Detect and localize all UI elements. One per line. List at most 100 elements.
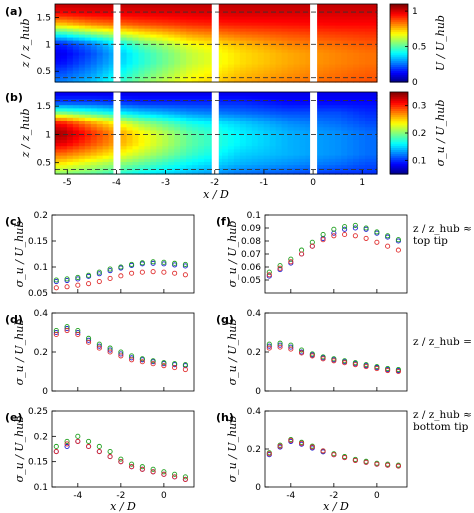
heatmap-cell xyxy=(102,110,110,115)
heatmap-cell xyxy=(281,40,289,44)
heatmap-cell xyxy=(287,142,295,147)
heatmap-cell xyxy=(251,70,259,74)
heatmap-cell xyxy=(359,136,366,140)
heatmap-cell xyxy=(275,43,283,47)
data-point xyxy=(150,358,156,364)
heatmap-cell xyxy=(221,19,229,23)
heatmap-cell xyxy=(341,120,348,125)
heatmap-cell xyxy=(245,52,253,56)
heatmap-cell xyxy=(192,148,199,153)
heatmap-cell xyxy=(204,107,211,112)
heatmap-cell xyxy=(275,95,283,99)
heatmap-cell xyxy=(216,37,223,41)
heatmap-cell xyxy=(102,158,110,162)
heatmap-cell xyxy=(78,145,86,150)
heatmap-cell xyxy=(186,98,193,103)
heatmap-cell xyxy=(216,40,223,44)
heatmap-cell xyxy=(305,70,312,74)
heatmap-cell xyxy=(192,70,199,74)
data-point xyxy=(118,459,124,465)
heatmap-cell xyxy=(66,129,74,134)
heatmap-cell xyxy=(269,151,277,156)
heatmap-cell xyxy=(150,55,157,59)
heatmap-cell xyxy=(281,22,289,26)
heatmap-cell xyxy=(168,123,175,128)
heatmap-cell xyxy=(55,46,62,50)
colorbar-cell xyxy=(390,161,408,165)
heatmap-cell xyxy=(329,13,336,17)
heatmap-cell xyxy=(84,133,92,137)
heatmap-cell xyxy=(317,129,324,134)
heatmap-cell xyxy=(335,31,342,35)
heatmap-cell xyxy=(257,161,265,166)
heatmap-cell xyxy=(84,70,92,74)
heatmap-cell xyxy=(281,104,289,109)
heatmap-cell xyxy=(132,46,140,50)
heatmap-cell xyxy=(96,158,104,162)
heatmap-cell xyxy=(192,34,199,38)
heatmap-cell xyxy=(126,28,134,32)
heatmap-cell xyxy=(198,104,205,109)
heatmap-cell xyxy=(269,136,277,140)
heatmap-cell xyxy=(96,13,104,17)
data-point xyxy=(161,259,167,265)
heatmap-cell xyxy=(257,52,265,56)
heatmap-cell xyxy=(198,145,205,150)
heatmap-cell xyxy=(84,52,92,56)
heatmap-cell xyxy=(150,67,157,71)
heatmap-cell xyxy=(78,110,86,115)
heatmap-cell xyxy=(162,37,169,41)
heatmap-cell xyxy=(78,64,86,68)
data-point xyxy=(182,474,188,480)
heatmap-cell xyxy=(66,148,74,153)
heatmap-cell xyxy=(186,95,193,99)
heatmap-cell xyxy=(180,101,187,106)
heatmap-cell xyxy=(365,61,372,65)
heatmap-cell xyxy=(269,40,277,44)
heatmap-cell xyxy=(353,34,360,38)
heatmap-cell xyxy=(359,19,366,23)
heatmap-cell xyxy=(353,43,360,47)
heatmap-cell xyxy=(353,107,360,112)
heatmap-cell xyxy=(269,126,277,131)
heatmap-cell xyxy=(72,123,80,128)
heatmap-cell xyxy=(126,46,134,50)
heatmap-cell xyxy=(233,16,241,20)
heatmap-cell xyxy=(108,142,116,147)
panel-label: (f) xyxy=(216,215,231,228)
heatmap-cell xyxy=(317,40,324,44)
measurement-gap xyxy=(113,4,121,82)
colorbar-cell xyxy=(390,98,408,101)
heatmap-cell xyxy=(257,107,265,112)
heatmap-cell xyxy=(204,170,211,175)
heatmap-cell xyxy=(156,123,163,128)
heatmap-cell xyxy=(233,133,241,137)
heatmap-cell xyxy=(263,155,271,159)
heatmap-cell xyxy=(353,10,360,14)
heatmap-cell xyxy=(102,120,110,125)
heatmap-cell xyxy=(90,120,98,125)
heatmap-cell xyxy=(317,164,324,169)
heatmap-cell xyxy=(221,52,229,56)
heatmap-cell xyxy=(281,114,289,118)
heatmap-cell xyxy=(257,34,265,38)
heatmap-cell xyxy=(305,16,312,20)
heatmap-cell xyxy=(66,16,74,20)
heatmap-cell xyxy=(55,79,62,83)
heatmap-cell xyxy=(186,46,193,50)
data-point xyxy=(374,239,380,245)
heatmap-cell xyxy=(90,70,98,74)
plot-background xyxy=(265,313,407,391)
heatmap-cell xyxy=(162,107,169,112)
heatmap-cell xyxy=(90,10,98,14)
heatmap-cell xyxy=(353,95,360,99)
data-point xyxy=(64,441,70,447)
heatmap-cell xyxy=(162,22,169,26)
heatmap-cell xyxy=(156,170,163,175)
axes-frame xyxy=(54,91,378,175)
heatmap-cell xyxy=(60,70,68,74)
colorbar-cell xyxy=(390,80,408,83)
heatmap-cell xyxy=(287,40,295,44)
heatmap-cell xyxy=(174,107,181,112)
heatmap-cell xyxy=(198,58,205,62)
